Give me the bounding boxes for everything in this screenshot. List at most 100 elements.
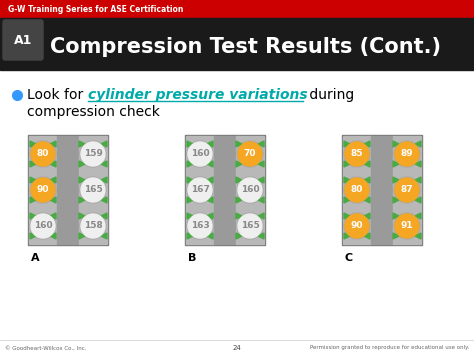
Polygon shape [50,141,56,147]
Circle shape [394,177,420,203]
Circle shape [395,178,419,202]
Circle shape [238,214,262,238]
Circle shape [187,213,213,239]
Polygon shape [30,197,36,203]
Polygon shape [207,141,213,147]
Polygon shape [30,161,36,167]
Polygon shape [393,141,399,147]
Bar [79,136,107,244]
Circle shape [345,214,369,238]
Circle shape [344,141,370,167]
Text: © Goodheart-Willcox Co., Inc.: © Goodheart-Willcox Co., Inc. [5,345,86,350]
Polygon shape [79,233,85,239]
Polygon shape [30,213,36,219]
Text: compression check: compression check [27,105,160,119]
Polygon shape [415,141,421,147]
Polygon shape [364,197,370,203]
Polygon shape [101,141,107,147]
Polygon shape [236,161,242,167]
Polygon shape [364,161,370,167]
Circle shape [187,141,213,167]
Polygon shape [364,233,370,239]
Polygon shape [393,161,399,167]
Polygon shape [258,213,264,219]
Bar [343,136,371,244]
Polygon shape [30,177,36,183]
Circle shape [188,178,212,202]
Polygon shape [344,161,350,167]
Polygon shape [207,213,213,219]
Polygon shape [101,197,107,203]
Polygon shape [207,197,213,203]
Circle shape [31,214,55,238]
Circle shape [80,141,106,167]
Polygon shape [101,233,107,239]
Bar [236,136,264,244]
Polygon shape [236,197,242,203]
Bar [342,135,422,245]
Text: B: B [188,253,196,263]
Bar [393,136,421,244]
Circle shape [80,177,106,203]
Circle shape [31,142,55,166]
Circle shape [344,177,370,203]
Bar [0,70,474,340]
Circle shape [394,141,420,167]
Circle shape [237,213,263,239]
Text: 158: 158 [83,222,102,230]
Circle shape [345,178,369,202]
Polygon shape [236,233,242,239]
Polygon shape [79,161,85,167]
Text: Look for: Look for [27,88,88,102]
FancyBboxPatch shape [3,20,43,60]
Text: C: C [345,253,353,263]
Text: Compression Test Results (Cont.): Compression Test Results (Cont.) [50,37,441,57]
Polygon shape [415,233,421,239]
Polygon shape [187,213,193,219]
Polygon shape [344,141,350,147]
Text: A1: A1 [14,33,32,47]
Polygon shape [187,141,193,147]
Circle shape [80,213,106,239]
Circle shape [394,213,420,239]
Text: 90: 90 [37,186,49,195]
Bar [185,135,265,245]
Text: cylinder pressure variations: cylinder pressure variations [88,88,308,102]
Polygon shape [79,213,85,219]
Polygon shape [207,161,213,167]
Polygon shape [344,213,350,219]
Circle shape [344,213,370,239]
Text: 159: 159 [83,149,102,158]
Text: 89: 89 [401,149,413,158]
Text: 80: 80 [351,186,363,195]
Polygon shape [258,177,264,183]
Polygon shape [79,141,85,147]
Text: 163: 163 [191,222,210,230]
Circle shape [395,214,419,238]
Circle shape [30,141,56,167]
Polygon shape [187,177,193,183]
Polygon shape [415,161,421,167]
Polygon shape [364,177,370,183]
Polygon shape [344,177,350,183]
Text: 91: 91 [401,222,413,230]
Polygon shape [236,213,242,219]
Circle shape [30,213,56,239]
Polygon shape [236,177,242,183]
Polygon shape [50,177,56,183]
Text: 87: 87 [401,186,413,195]
Text: 165: 165 [241,222,259,230]
Text: 80: 80 [37,149,49,158]
Polygon shape [79,197,85,203]
Polygon shape [258,141,264,147]
Circle shape [395,142,419,166]
Text: 165: 165 [83,186,102,195]
Polygon shape [393,197,399,203]
Circle shape [81,142,105,166]
Polygon shape [393,233,399,239]
Text: 160: 160 [191,149,210,158]
Text: 90: 90 [351,222,363,230]
Bar [28,135,108,245]
Polygon shape [101,213,107,219]
Polygon shape [50,197,56,203]
